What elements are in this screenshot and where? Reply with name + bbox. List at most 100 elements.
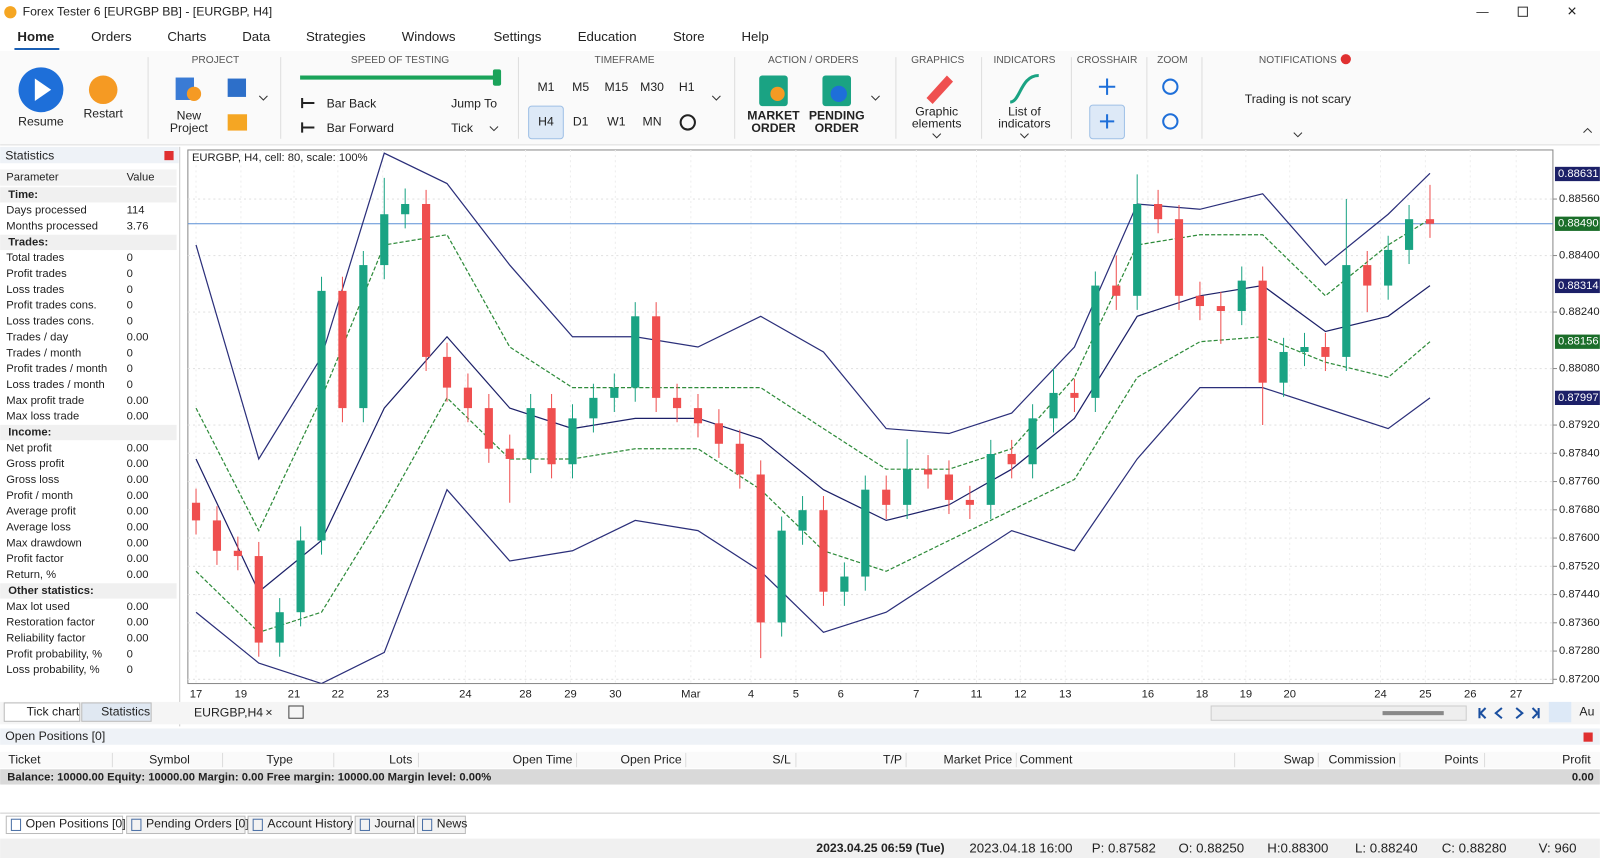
candle-body bbox=[861, 489, 870, 577]
stats-param: Profit probability, % bbox=[6, 648, 102, 660]
new-project-label[interactable]: New bbox=[177, 109, 202, 123]
timeframe-button[interactable]: M1 bbox=[537, 80, 554, 94]
chart-tab[interactable]: EURGBP,H4 bbox=[194, 705, 263, 719]
bottom-tab-label[interactable]: Account History bbox=[267, 817, 354, 831]
candle-body bbox=[1258, 280, 1267, 383]
candle-body bbox=[1195, 295, 1205, 307]
open-icon[interactable] bbox=[227, 114, 248, 131]
timeframe-button[interactable]: W1 bbox=[607, 115, 626, 129]
chart-mode[interactable] bbox=[1548, 701, 1572, 723]
graphic-elements[interactable]: Graphic bbox=[915, 104, 958, 118]
bottom-tab[interactable] bbox=[416, 815, 466, 835]
nav-buttons[interactable] bbox=[1478, 707, 1540, 720]
band-line bbox=[195, 218, 1431, 533]
timeframe-button[interactable]: MN bbox=[643, 115, 662, 129]
timeframe-button[interactable]: M30 bbox=[640, 80, 664, 94]
restart-label[interactable]: Restart bbox=[83, 106, 123, 120]
restart-icon[interactable] bbox=[88, 75, 118, 105]
stats-param: Return, % bbox=[6, 569, 56, 581]
list-of-indicators[interactable]: List of bbox=[1008, 104, 1041, 118]
auto-scale[interactable]: Au bbox=[1579, 704, 1594, 718]
column-header: Comment bbox=[1019, 752, 1073, 766]
menu-item[interactable]: Windows bbox=[402, 29, 456, 44]
market-order[interactable]: ORDER bbox=[751, 121, 795, 135]
stats-table: Time: Days processed 114 Months processed 3.… bbox=[0, 187, 177, 676]
timeframe-button[interactable]: M5 bbox=[572, 80, 589, 94]
stats-value: 0 bbox=[127, 316, 133, 328]
timeframe-button[interactable]: M15 bbox=[604, 80, 628, 94]
menu-item[interactable]: Data bbox=[242, 29, 271, 44]
y-tick-label: 0.87760 bbox=[1559, 476, 1600, 488]
stats-value: 0.00 bbox=[127, 632, 149, 644]
timeframe-button[interactable]: H4 bbox=[538, 115, 554, 129]
menu-item[interactable]: Orders bbox=[91, 29, 132, 44]
timeframe-button[interactable]: D1 bbox=[573, 115, 589, 129]
new-chart[interactable] bbox=[288, 705, 304, 719]
y-tick-label: 0.88240 bbox=[1559, 306, 1600, 318]
menu-item[interactable]: Strategies bbox=[306, 29, 366, 44]
x-tick-label: 19 bbox=[1240, 689, 1252, 701]
candle-body bbox=[1070, 392, 1079, 398]
graphic-elements[interactable]: elements bbox=[912, 117, 962, 131]
new-project-label[interactable]: Project bbox=[170, 121, 209, 135]
tab-icon bbox=[131, 818, 142, 831]
list-of-indicators[interactable]: indicators bbox=[998, 117, 1050, 131]
candle-body bbox=[944, 474, 954, 500]
statistics-tab[interactable] bbox=[81, 702, 152, 722]
menu-item[interactable]: Education bbox=[578, 29, 637, 44]
bottom-tab-label[interactable]: News bbox=[437, 817, 468, 831]
x-tick-label: 13 bbox=[1059, 689, 1071, 701]
candle-body bbox=[882, 489, 891, 505]
bottom-tab[interactable] bbox=[126, 815, 246, 835]
chart-area bbox=[187, 149, 1554, 685]
timeframe-button[interactable]: H1 bbox=[679, 80, 695, 94]
zoom-in[interactable] bbox=[1162, 78, 1179, 95]
x-tick-label: 5 bbox=[793, 689, 799, 701]
y-tick-label: 0.88400 bbox=[1559, 250, 1600, 262]
indicators-icon[interactable] bbox=[1009, 73, 1039, 104]
pending-order[interactable]: PENDING bbox=[809, 109, 865, 123]
x-tick-label: 12 bbox=[1014, 689, 1026, 701]
bottom-tab-label[interactable]: Open Positions [0] bbox=[26, 817, 126, 831]
menu-item[interactable]: Help bbox=[741, 29, 768, 44]
tab-label[interactable]: Tick chart bbox=[27, 704, 80, 718]
bottom-tab-label[interactable]: Pending Orders [0] bbox=[146, 817, 249, 831]
tick[interactable]: Tick bbox=[451, 121, 474, 135]
crosshair-icon[interactable] bbox=[1098, 78, 1116, 95]
close[interactable]: × bbox=[1567, 3, 1577, 21]
bar-forward[interactable]: Bar Forward bbox=[327, 121, 395, 135]
positions-close[interactable] bbox=[1583, 732, 1593, 742]
pending-order[interactable]: ORDER bbox=[815, 121, 859, 135]
bar-back[interactable]: Bar Back bbox=[327, 96, 378, 110]
menu-item[interactable]: Store bbox=[673, 29, 705, 44]
bottom-tab[interactable] bbox=[247, 815, 352, 835]
menu-item[interactable]: Home bbox=[17, 29, 54, 44]
speed-knob[interactable] bbox=[492, 69, 502, 86]
zoom-out[interactable] bbox=[1162, 113, 1179, 130]
stats-title: Statistics bbox=[5, 148, 54, 162]
x-tick-label: 21 bbox=[288, 689, 300, 701]
tab-label[interactable]: Statistics bbox=[101, 704, 150, 718]
menu-item[interactable]: Charts bbox=[167, 29, 206, 44]
stats-close[interactable] bbox=[164, 150, 174, 161]
chart-tab-close[interactable]: × bbox=[265, 705, 272, 719]
market-order[interactable]: MARKET bbox=[747, 109, 800, 123]
maximize[interactable] bbox=[1517, 6, 1528, 17]
bottom-tab-label[interactable]: Journal bbox=[375, 817, 415, 831]
bottom-tab[interactable] bbox=[5, 815, 124, 835]
scrollbar[interactable] bbox=[1210, 705, 1467, 721]
stats-section-bg bbox=[0, 583, 177, 599]
save-icon[interactable] bbox=[227, 78, 247, 97]
window-title: Forex Tester 6 [EURGBP BB] - [EURGBP, H4… bbox=[23, 4, 273, 18]
resume-label[interactable]: Resume bbox=[18, 115, 64, 129]
candle-body bbox=[422, 203, 431, 357]
tick-chart-tab[interactable] bbox=[3, 702, 81, 722]
graphics-icon[interactable] bbox=[926, 75, 954, 105]
stats-param: Average profit bbox=[6, 506, 77, 518]
minimize[interactable]: — bbox=[1476, 4, 1489, 18]
timeframe-settings[interactable] bbox=[679, 114, 696, 131]
candle-body bbox=[1028, 418, 1037, 465]
menu-item[interactable]: Settings bbox=[493, 29, 541, 44]
jump-to[interactable]: Jump To bbox=[451, 96, 497, 110]
group-label: SPEED OF TESTING bbox=[351, 55, 449, 66]
